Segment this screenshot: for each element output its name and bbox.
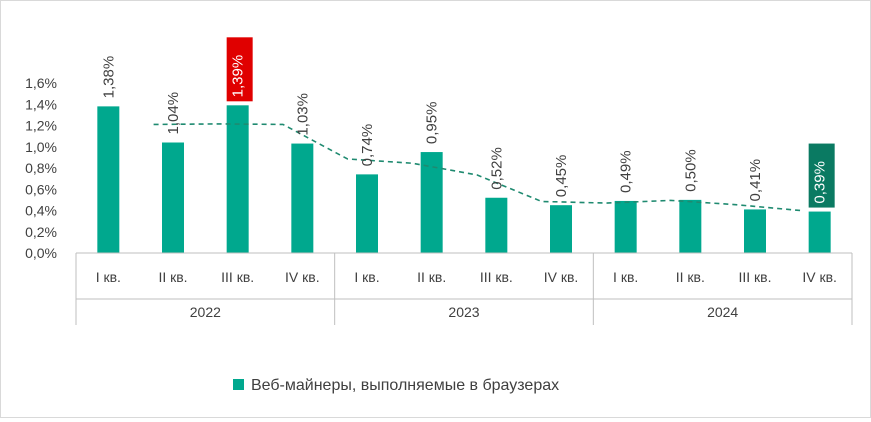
x-tick-label: I кв.	[613, 269, 638, 285]
data-label: 1,39%	[230, 55, 247, 98]
y-tick-label: 1,0%	[25, 139, 57, 155]
x-tick-label: II кв.	[676, 269, 705, 285]
x-tick-label: II кв.	[417, 269, 446, 285]
bar[interactable]	[485, 197, 508, 253]
year-label: 2024	[707, 304, 738, 320]
trend-line	[153, 123, 801, 212]
y-tick-label: 0,6%	[25, 181, 57, 197]
x-tick-label: III кв.	[480, 269, 513, 285]
data-label: 0,52%	[488, 147, 505, 190]
x-tick-label: III кв.	[738, 269, 771, 285]
x-tick-label: I кв.	[354, 269, 379, 285]
data-label: 0,50%	[682, 149, 699, 192]
x-tick-label: II кв.	[158, 269, 187, 285]
bar[interactable]	[808, 211, 831, 253]
bar[interactable]	[744, 209, 766, 253]
legend-label: Веб-майнеры, выполняемые в браузерах	[251, 377, 559, 394]
data-label: 0,49%	[618, 150, 635, 193]
data-label: 0,45%	[553, 155, 570, 198]
y-tick-label: 0,2%	[25, 224, 57, 240]
y-tick-label: 1,2%	[25, 118, 57, 134]
bar[interactable]	[97, 106, 120, 253]
data-label: 0,74%	[359, 124, 376, 167]
bar[interactable]	[226, 105, 249, 253]
bar[interactable]	[420, 152, 443, 253]
x-tick-label: IV кв.	[285, 269, 320, 285]
year-label: 2022	[190, 304, 221, 320]
y-tick-label: 0,0%	[25, 245, 57, 261]
bar[interactable]	[550, 205, 572, 253]
x-tick-label: III кв.	[221, 269, 254, 285]
y-tick-label: 0,8%	[25, 160, 57, 176]
data-label: 0,39%	[812, 161, 829, 204]
data-label: 1,38%	[100, 56, 117, 99]
max-value-highlight	[226, 37, 253, 102]
x-tick-label: I кв.	[96, 269, 121, 285]
bar[interactable]	[356, 174, 378, 253]
min-value-highlight	[808, 143, 835, 208]
data-label: 1,04%	[165, 92, 182, 135]
x-tick-label: IV кв.	[544, 269, 579, 285]
data-label: 0,41%	[747, 159, 764, 202]
x-tick-label: IV кв.	[802, 269, 837, 285]
year-label: 2023	[448, 304, 479, 320]
bar[interactable]	[291, 143, 314, 253]
data-label: 1,03%	[294, 93, 311, 136]
bar[interactable]	[614, 200, 637, 253]
data-label: 0,95%	[424, 102, 441, 145]
legend-swatch	[233, 379, 244, 390]
bar[interactable]	[679, 199, 702, 253]
y-tick-label: 1,6%	[25, 75, 57, 91]
y-tick-label: 1,4%	[25, 96, 57, 112]
bar[interactable]	[162, 142, 184, 254]
y-tick-label: 0,4%	[25, 203, 57, 219]
